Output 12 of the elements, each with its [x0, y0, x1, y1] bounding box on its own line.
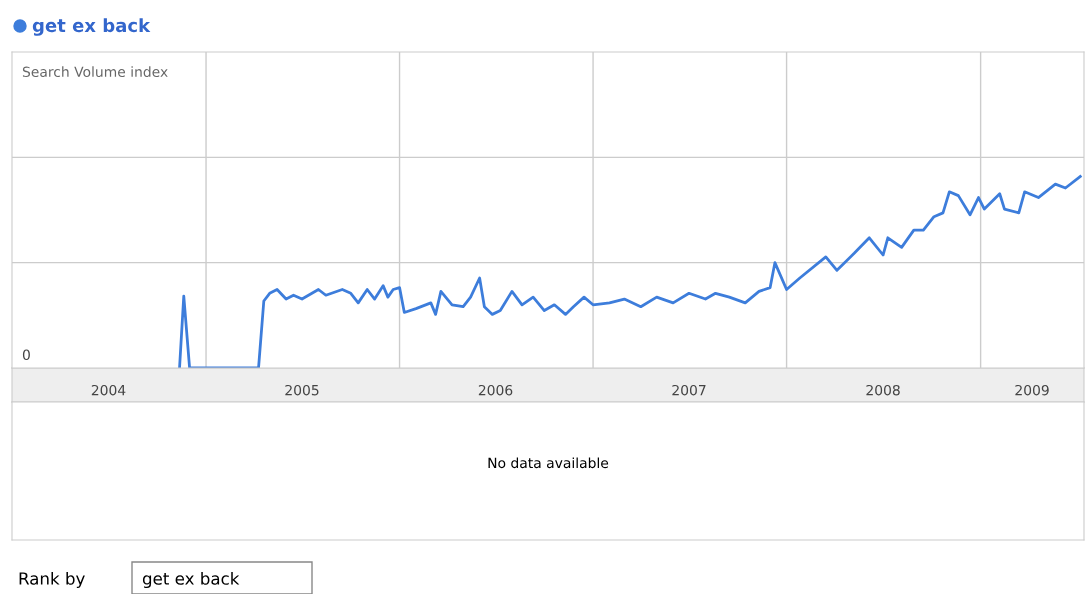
x-tick-label: 2004: [91, 384, 126, 396]
x-tick-label: 2005: [285, 384, 319, 396]
chart-title: get ex back: [32, 18, 151, 36]
text: get ex back: [142, 571, 240, 589]
text: Rank by: [19, 571, 85, 589]
text: No data available: [488, 457, 609, 469]
x-tick-label: 2009: [1015, 384, 1049, 396]
annotation: 0: [22, 349, 30, 361]
x-tick-label: 2006: [478, 384, 513, 396]
x-tick-label: 2007: [672, 384, 706, 396]
x-tick-label: 2008: [866, 384, 900, 396]
text: Search Volume index: [22, 66, 168, 78]
